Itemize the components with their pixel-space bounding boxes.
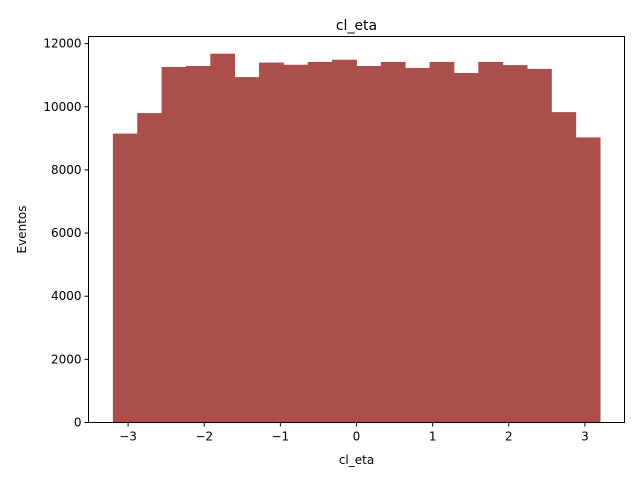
histogram-bar xyxy=(137,113,162,423)
histogram-bar xyxy=(429,61,455,423)
histogram-bar xyxy=(307,61,333,423)
y-tick-label: 0 xyxy=(74,416,82,430)
y-tick-label: 2000 xyxy=(51,352,82,366)
x-axis-label: cl_eta xyxy=(339,453,374,467)
histogram-bar xyxy=(210,53,236,423)
y-tick-label: 12000 xyxy=(43,37,81,51)
histogram-bar xyxy=(112,133,138,423)
x-tick-label: −1 xyxy=(272,430,290,444)
histogram-bar xyxy=(234,77,260,423)
histogram-bar xyxy=(332,59,357,423)
x-axis-ticks: −3 −2 −1 0 1 2 3 xyxy=(119,422,589,444)
chart-title: cl_eta xyxy=(336,18,377,34)
histogram-bar xyxy=(185,66,211,423)
histogram-bar xyxy=(356,66,382,423)
histogram-bar xyxy=(551,112,577,423)
histogram-bar xyxy=(405,67,430,423)
histogram-bar xyxy=(478,61,504,423)
x-tick-label: 2 xyxy=(505,430,513,444)
y-tick-label: 10000 xyxy=(43,100,81,114)
x-tick-label: 1 xyxy=(429,430,437,444)
y-axis-label: Eventos xyxy=(15,206,29,254)
histogram-bar xyxy=(453,72,479,423)
x-tick-label: 3 xyxy=(581,430,589,444)
plot-frame xyxy=(88,36,625,423)
histogram-bar xyxy=(283,64,309,423)
histogram-bar xyxy=(161,66,187,423)
histogram-bar xyxy=(527,68,552,423)
x-tick-label: 0 xyxy=(353,430,361,444)
histogram-bar xyxy=(380,61,406,423)
y-tick-label: 6000 xyxy=(51,226,82,240)
bars-group xyxy=(112,53,601,423)
histogram-bar xyxy=(259,62,284,423)
y-tick-label: 4000 xyxy=(51,289,82,303)
y-axis-ticks: 0 2000 4000 6000 8000 10000 12000 xyxy=(43,37,89,430)
x-tick-label: −2 xyxy=(195,430,213,444)
y-tick-label: 8000 xyxy=(51,163,82,177)
x-tick-label: −3 xyxy=(119,430,137,444)
histogram-bar xyxy=(502,65,528,423)
histogram-bar xyxy=(575,137,601,423)
